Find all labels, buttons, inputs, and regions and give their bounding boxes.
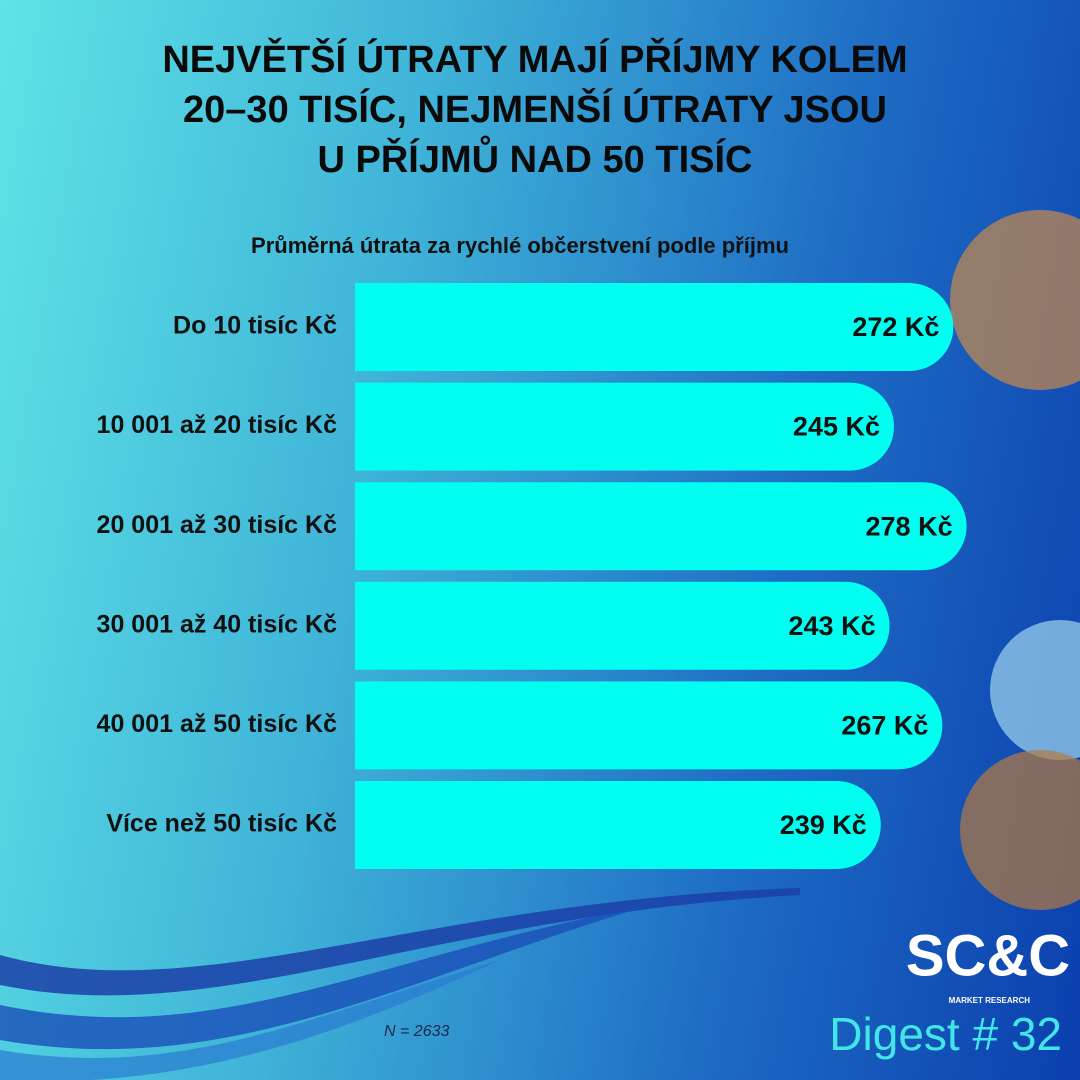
wave (0, 888, 800, 996)
food-decoration (960, 750, 1080, 910)
food-decoration (950, 210, 1080, 390)
value-label: 239 Kč (780, 810, 867, 840)
value-label: 278 Kč (866, 511, 953, 541)
logo: SC&C (906, 923, 1070, 988)
food-decoration (990, 620, 1080, 760)
category-label: 10 001 až 20 tisíc Kč (97, 411, 338, 439)
chart-title: NEJVĚTŠÍ ÚTRATY MAJÍ PŘÍJMY KOLEM (162, 36, 907, 81)
bar (355, 681, 943, 770)
value-label: 245 Kč (793, 412, 880, 442)
bar (355, 283, 954, 371)
bar (355, 382, 894, 471)
chart-title: 20–30 TISÍC, NEJMENŠÍ ÚTRATY JSOU (183, 86, 887, 131)
logo-subtitle: MARKET RESEARCH (949, 996, 1031, 1005)
wave (0, 960, 500, 1080)
bar (355, 482, 967, 571)
category-label: Více než 50 tisíc Kč (106, 810, 337, 838)
bar (355, 781, 881, 869)
value-label: 243 Kč (789, 611, 876, 641)
wave (0, 905, 650, 1050)
chart-title: U PŘÍJMŮ NAD 50 TISÍC (318, 134, 753, 181)
chart-subtitle: Průměrná útrata za rychlé občerstvení po… (251, 233, 789, 258)
bar (355, 581, 890, 670)
value-label: 267 Kč (841, 711, 928, 741)
category-label: 30 001 až 40 tisíc Kč (97, 610, 338, 638)
value-label: 272 Kč (852, 312, 939, 342)
category-label: 40 001 až 50 tisíc Kč (97, 710, 338, 738)
category-label: Do 10 tisíc Kč (173, 312, 337, 340)
issue-label: Digest # 32 (829, 1008, 1062, 1060)
category-label: 20 001 až 30 tisíc Kč (97, 511, 338, 539)
note: N = 2633 (384, 1023, 449, 1040)
